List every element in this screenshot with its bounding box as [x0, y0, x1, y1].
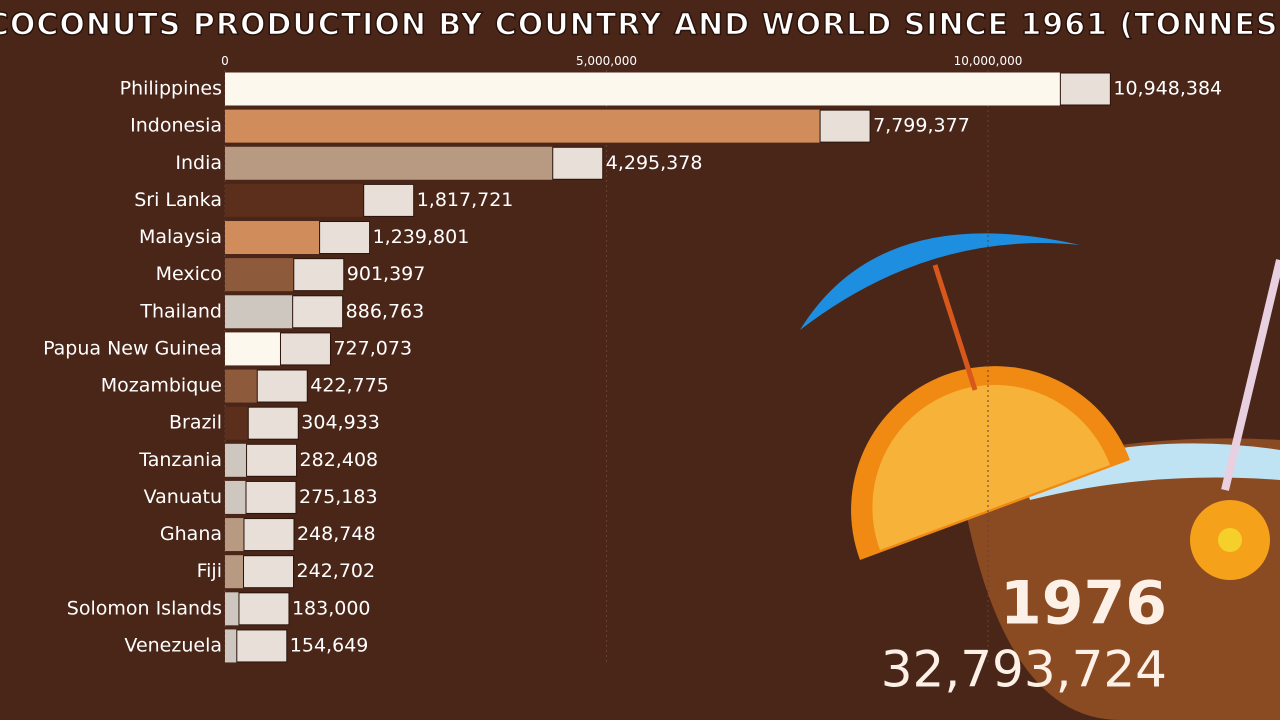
- value-label: 183,000: [292, 597, 371, 619]
- category-label: Ghana: [160, 523, 222, 545]
- category-label: Thailand: [139, 300, 222, 322]
- flag: [293, 258, 345, 292]
- category-label: India: [175, 152, 222, 174]
- flag: [279, 332, 331, 366]
- value-label: 282,408: [300, 449, 379, 471]
- category-label: Tanzania: [138, 449, 222, 471]
- flag: [246, 443, 298, 477]
- x-tick-label: 5,000,000: [576, 54, 637, 68]
- x-tick-label: 10,000,000: [954, 54, 1023, 68]
- bar: [225, 592, 239, 626]
- flag: [243, 518, 295, 552]
- flag: [319, 221, 371, 255]
- value-label: 886,763: [346, 300, 425, 322]
- bar: [225, 183, 364, 217]
- category-label: Fiji: [197, 560, 222, 582]
- category-label: Vanuatu: [144, 486, 222, 508]
- bar: [225, 295, 293, 329]
- value-label: 248,748: [297, 523, 376, 545]
- flag: [819, 109, 871, 143]
- category-label: Mexico: [156, 263, 222, 285]
- category-label: Venezuela: [124, 634, 222, 656]
- bar: [225, 146, 553, 180]
- bar: [225, 555, 244, 589]
- flag: [292, 295, 344, 329]
- value-label: 242,702: [297, 560, 376, 582]
- category-label: Mozambique: [101, 375, 222, 397]
- bar: [225, 443, 247, 477]
- value-label: 1,239,801: [373, 226, 470, 248]
- bar: [225, 109, 821, 143]
- flag: [256, 369, 308, 403]
- flag: [247, 406, 299, 440]
- flag: [245, 480, 297, 514]
- bar: [225, 221, 320, 255]
- value-label: 4,295,378: [606, 152, 703, 174]
- category-label: Papua New Guinea: [43, 337, 222, 359]
- category-label: Malaysia: [139, 226, 222, 248]
- bar: [225, 332, 281, 366]
- value-label: 304,933: [301, 412, 380, 434]
- value-label: 275,183: [299, 486, 378, 508]
- flag: [243, 555, 295, 589]
- value-label: 422,775: [310, 375, 389, 397]
- flag: [552, 146, 604, 180]
- value-label: 1,817,721: [417, 189, 514, 211]
- category-label: Philippines: [120, 78, 222, 100]
- flag: [1059, 72, 1111, 106]
- bar: [225, 629, 237, 663]
- category-label: Sri Lanka: [134, 189, 222, 211]
- bar: [225, 72, 1061, 106]
- bar: [225, 480, 246, 514]
- flag: [238, 592, 290, 626]
- category-label: Solomon Islands: [67, 597, 222, 619]
- value-label: 10,948,384: [1113, 78, 1222, 100]
- flag: [363, 183, 415, 217]
- chart-title: COCONUTS PRODUCTION BY COUNTRY AND WORLD…: [0, 8, 1280, 43]
- x-tick-label: 0: [221, 54, 229, 68]
- bar: [225, 258, 294, 292]
- bar: [225, 406, 249, 440]
- cocktail-decoration: [800, 233, 1280, 720]
- value-label: 154,649: [290, 634, 369, 656]
- value-label: 727,073: [333, 337, 412, 359]
- year-label: 1976: [1000, 569, 1167, 639]
- category-label: Brazil: [169, 412, 222, 434]
- bar: [225, 518, 244, 552]
- category-label: Indonesia: [130, 115, 222, 137]
- bar: [225, 369, 258, 403]
- value-label: 7,799,377: [873, 115, 970, 137]
- flag: [236, 629, 288, 663]
- value-label: 901,397: [347, 263, 426, 285]
- total-label: 32,793,724: [881, 641, 1167, 699]
- plot-area: 0 5,000,000 10,000,000 Philippines 10,948,38…: [43, 54, 1222, 665]
